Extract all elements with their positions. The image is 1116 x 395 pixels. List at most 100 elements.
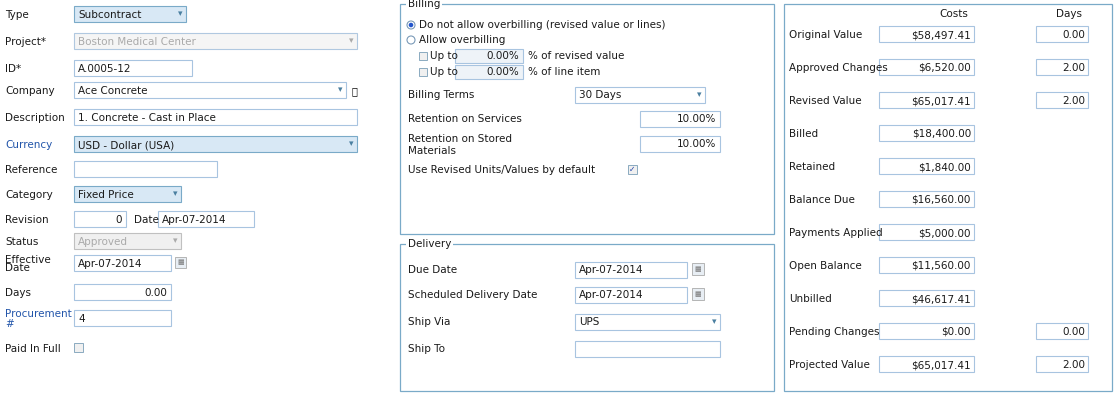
Text: 10.00%: 10.00% (676, 139, 716, 149)
Text: Billing Terms: Billing Terms (408, 90, 474, 100)
Text: 0.00%: 0.00% (487, 67, 519, 77)
Text: $46,617.41: $46,617.41 (912, 294, 971, 304)
Text: ▦: ▦ (694, 291, 701, 297)
Text: Materials: Materials (408, 146, 456, 156)
Text: Effective: Effective (4, 255, 50, 265)
Text: 0.00: 0.00 (1062, 30, 1085, 40)
Text: Revision: Revision (4, 215, 49, 225)
Bar (879, 290, 974, 306)
Text: Currency: Currency (4, 140, 52, 150)
Bar (455, 49, 523, 63)
Bar (692, 263, 704, 275)
Text: $11,560.00: $11,560.00 (912, 261, 971, 271)
Text: 0: 0 (115, 215, 122, 225)
Text: Original Value: Original Value (789, 30, 863, 40)
Text: 2.00: 2.00 (1062, 360, 1085, 370)
Text: Project*: Project* (4, 37, 46, 47)
Text: Days: Days (1056, 9, 1083, 19)
Bar (575, 262, 687, 278)
Bar (879, 224, 974, 240)
Bar (575, 314, 720, 330)
Text: % of line item: % of line item (528, 67, 600, 77)
Text: ▾: ▾ (348, 139, 353, 149)
Bar (692, 288, 704, 300)
Text: ✓: ✓ (629, 165, 636, 174)
Text: Up to: Up to (430, 51, 458, 61)
Bar (879, 26, 974, 42)
Bar (74, 255, 171, 271)
Bar (74, 211, 126, 227)
Text: ID*: ID* (4, 64, 21, 74)
Text: Days: Days (4, 288, 31, 298)
Text: Ship Via: Ship Via (408, 317, 451, 327)
Text: Payments Applied: Payments Applied (789, 228, 883, 238)
Bar (879, 158, 974, 174)
Bar (879, 92, 974, 108)
Text: Subcontract: Subcontract (78, 10, 142, 20)
Text: Delivery: Delivery (408, 239, 451, 249)
Text: Apr-07-2014: Apr-07-2014 (579, 290, 644, 300)
Bar (1036, 26, 1088, 42)
Bar (1036, 323, 1088, 339)
Text: Do not allow overbilling (revised value or lines): Do not allow overbilling (revised value … (418, 20, 665, 30)
Text: Status: Status (4, 237, 38, 247)
Text: ▦: ▦ (694, 266, 701, 272)
Text: Type: Type (4, 10, 29, 20)
Text: Retained: Retained (789, 162, 835, 172)
Text: Apr-07-2014: Apr-07-2014 (78, 259, 143, 269)
Bar (639, 111, 720, 127)
Text: Ship To: Ship To (408, 344, 445, 354)
Text: 0.00: 0.00 (144, 288, 167, 298)
Text: Billed: Billed (789, 129, 818, 139)
Text: Fixed Price: Fixed Price (78, 190, 134, 200)
Text: #: # (4, 319, 13, 329)
Text: ▾: ▾ (337, 85, 341, 94)
Bar (74, 161, 217, 177)
Text: ▾: ▾ (696, 90, 701, 100)
Bar (575, 341, 720, 357)
Text: Approved: Approved (78, 237, 128, 247)
Text: Date: Date (4, 263, 30, 273)
Text: Unbilled: Unbilled (789, 294, 831, 304)
Text: $65,017.41: $65,017.41 (912, 96, 971, 106)
Text: $1,840.00: $1,840.00 (918, 162, 971, 172)
Text: Ace Concrete: Ace Concrete (78, 86, 147, 96)
Bar (879, 191, 974, 207)
Text: Retention on Services: Retention on Services (408, 114, 522, 124)
Text: Apr-07-2014: Apr-07-2014 (162, 215, 227, 225)
Text: Balance Due: Balance Due (789, 195, 855, 205)
Bar (74, 343, 83, 352)
Text: Description: Description (4, 113, 65, 123)
Text: Retention on Stored: Retention on Stored (408, 134, 512, 144)
Text: ▦: ▦ (177, 260, 184, 265)
Bar (74, 82, 346, 98)
Text: UPS: UPS (579, 317, 599, 327)
Bar (175, 257, 186, 268)
Bar (400, 244, 775, 391)
Text: 2.00: 2.00 (1062, 96, 1085, 106)
Bar (575, 287, 687, 303)
Text: Open Balance: Open Balance (789, 261, 862, 271)
Text: Category: Category (4, 190, 52, 200)
Text: USD - Dollar (USA): USD - Dollar (USA) (78, 140, 174, 150)
Text: Due Date: Due Date (408, 265, 458, 275)
Bar (74, 109, 357, 125)
Text: ▾: ▾ (177, 9, 182, 19)
Circle shape (408, 23, 413, 27)
Text: Date: Date (134, 215, 158, 225)
Text: % of revised value: % of revised value (528, 51, 624, 61)
Text: $16,560.00: $16,560.00 (912, 195, 971, 205)
Text: ▾: ▾ (348, 36, 353, 45)
Text: Scheduled Delivery Date: Scheduled Delivery Date (408, 290, 538, 300)
Bar (785, 4, 1112, 391)
Bar (628, 165, 637, 174)
Bar (455, 65, 523, 79)
Bar (879, 59, 974, 75)
Circle shape (407, 21, 415, 29)
Text: $6,520.00: $6,520.00 (918, 63, 971, 73)
Bar (74, 6, 186, 22)
Text: Paid In Full: Paid In Full (4, 344, 60, 354)
Text: $0.00: $0.00 (942, 327, 971, 337)
Bar (1036, 356, 1088, 372)
Bar (400, 4, 775, 234)
